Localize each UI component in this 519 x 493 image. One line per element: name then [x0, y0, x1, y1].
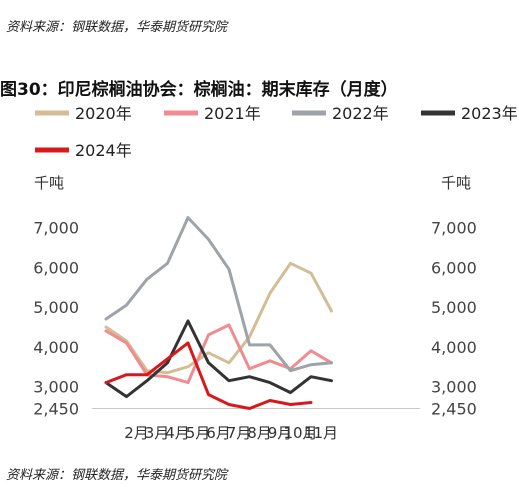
- series-line-2020年: [104, 261, 333, 375]
- y-tick-right-4,000: 4,000: [431, 338, 477, 357]
- y-tick-right-2,450: 2,450: [431, 400, 477, 419]
- series-lines: [104, 216, 333, 410]
- x-tick-10月: 10月: [283, 424, 317, 442]
- y-axis-label-left: 千吨: [34, 174, 64, 192]
- y-axis-label-right: 千吨: [441, 174, 471, 192]
- y-tick-left-7,000: 7,000: [33, 219, 79, 238]
- y-tick-right-5,000: 5,000: [431, 298, 477, 317]
- x-tick-3月: 3月: [145, 424, 170, 442]
- x-tick-6月: 6月: [206, 424, 231, 442]
- legend-label-2024年: 2024年: [75, 141, 132, 160]
- y-tick-left-4,000: 4,000: [33, 338, 79, 357]
- x-tick-8月: 8月: [247, 424, 272, 442]
- y-tick-right-3,000: 3,000: [431, 378, 477, 397]
- legend-label-2020年: 2020年: [75, 104, 132, 123]
- legend-label-2022年: 2022年: [332, 104, 389, 123]
- y-tick-left-5,000: 5,000: [33, 298, 79, 317]
- chart-title: 图30：印尼棕榈油协会：棕榈油：期末库存（月度）: [0, 80, 398, 100]
- x-tick-11月: 11月: [304, 424, 338, 442]
- x-tick-2月: 2月: [124, 424, 149, 442]
- series-line-2021年: [104, 323, 333, 385]
- source-note-bottom: 资料来源：钢联数据，华泰期货研究院: [6, 468, 228, 483]
- x-tick-7月: 7月: [227, 424, 252, 442]
- y-tick-left-6,000: 6,000: [33, 258, 79, 277]
- x-tick-5月: 5月: [186, 424, 211, 442]
- y-tick-left-2,450: 2,450: [33, 400, 79, 419]
- y-ticks-right: 2,450 3,000 4,000 5,000 6,000 7,000: [431, 219, 477, 419]
- x-tick-9月: 9月: [268, 424, 293, 442]
- legend: 2020年 2021年 2022年 2023年 2024年: [35, 104, 518, 160]
- series-line-2022年: [104, 216, 333, 373]
- x-tick-4月: 4月: [165, 424, 190, 442]
- series-line-2023年: [104, 319, 333, 399]
- source-note-top: 资料来源：钢联数据，华泰期货研究院: [6, 20, 228, 35]
- series-line-2024年: [104, 341, 313, 410]
- y-tick-left-3,000: 3,000: [33, 378, 79, 397]
- y-tick-right-6,000: 6,000: [431, 258, 477, 277]
- legend-label-2021年: 2021年: [204, 104, 261, 123]
- y-ticks-left: 2,450 3,000 4,000 5,000 6,000 7,000: [33, 219, 79, 419]
- legend-label-2023年: 2023年: [461, 104, 518, 123]
- y-tick-right-7,000: 7,000: [431, 219, 477, 238]
